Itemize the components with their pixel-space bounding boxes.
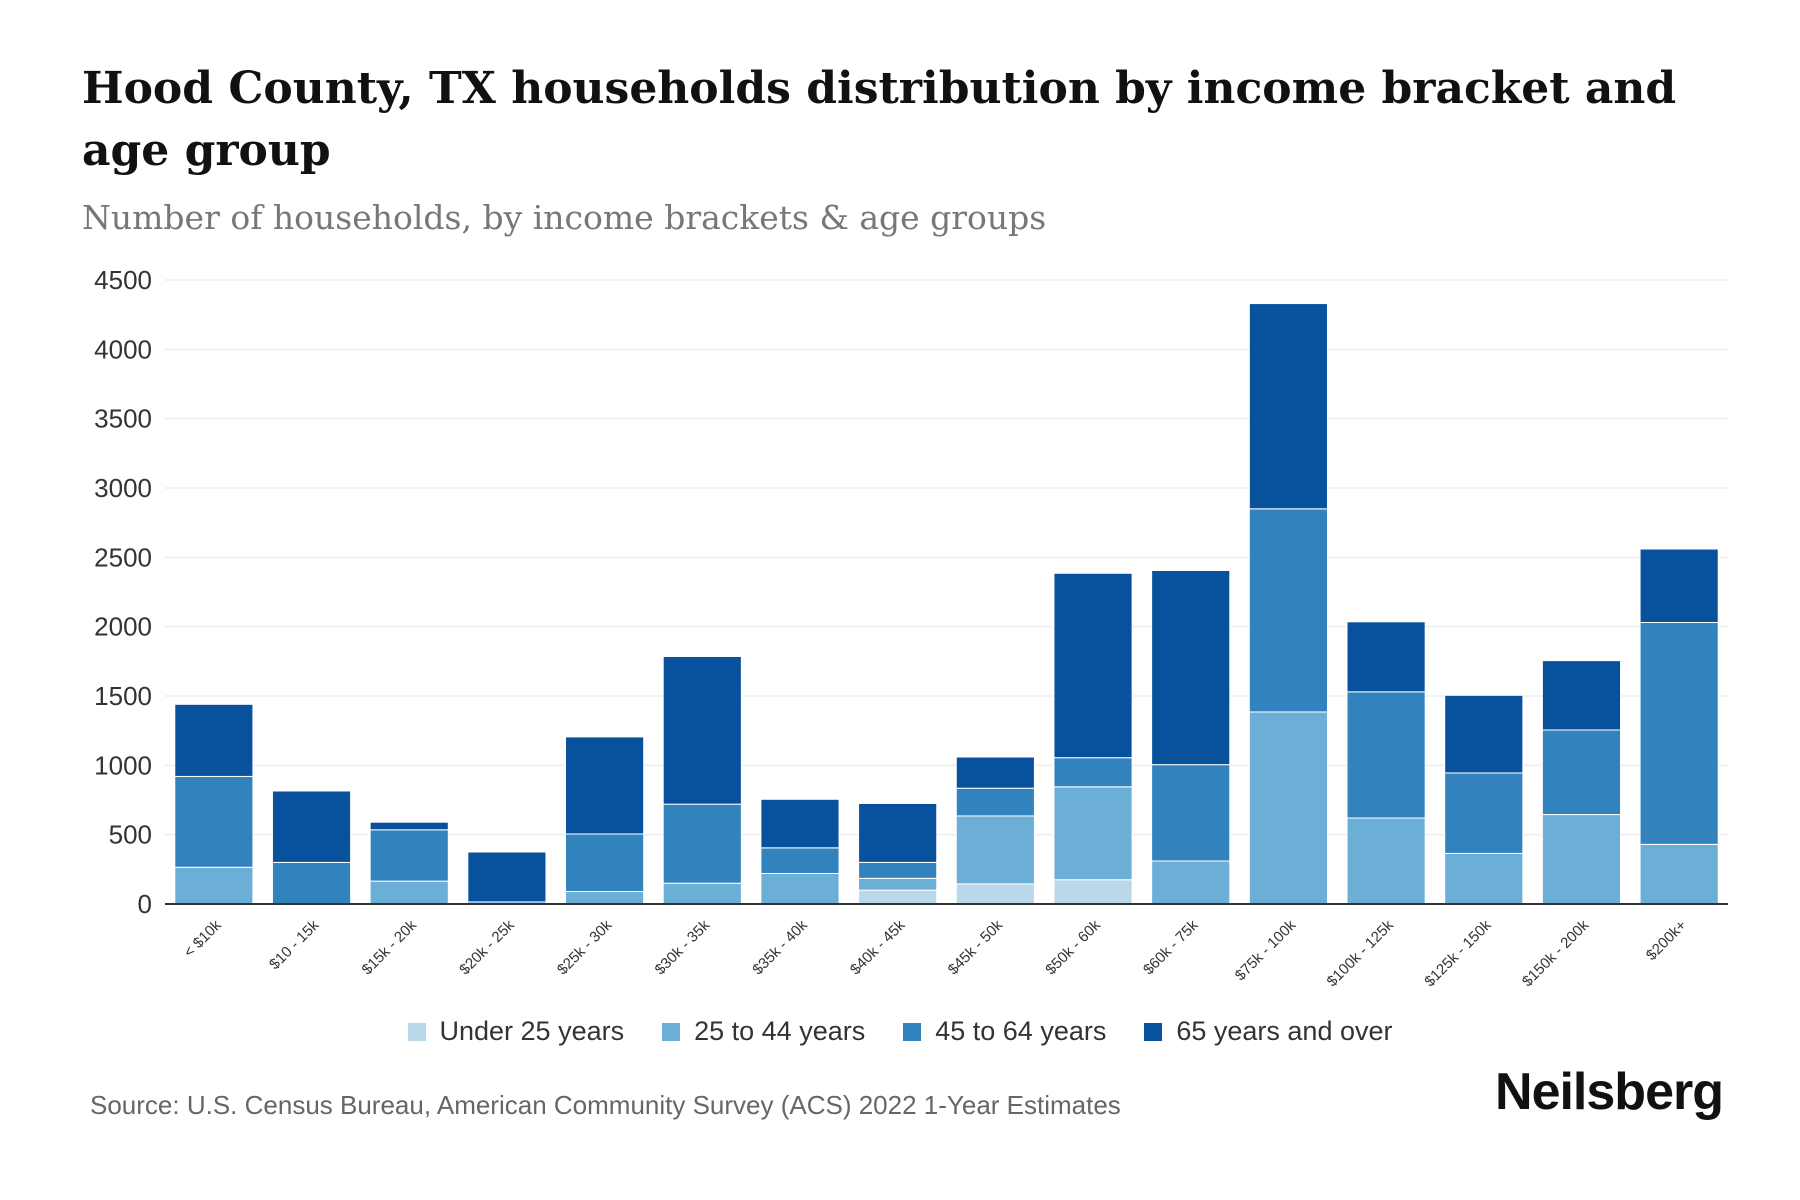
- x-tick-label: $75k - 100k: [1232, 916, 1300, 984]
- bar-segment: [662, 655, 742, 805]
- bar-segment: [1248, 303, 1328, 510]
- x-tick-label: $150k - 200k: [1519, 916, 1593, 990]
- y-tick-label: 3500: [94, 404, 152, 434]
- x-tick-label: $15k - 20k: [358, 916, 420, 978]
- bar-segment: [1248, 508, 1328, 713]
- y-tick-label: 2000: [94, 612, 152, 642]
- legend-swatch-icon: [1144, 1022, 1163, 1041]
- y-tick-label: 3000: [94, 473, 152, 503]
- legend-label: 65 years and over: [1176, 1016, 1393, 1046]
- bar-segment: [565, 833, 645, 893]
- legend-item-25-44: 25 to 44 years: [662, 1016, 865, 1047]
- bar-segment: [858, 889, 938, 905]
- chart-title: Hood County, TX households distribution …: [82, 63, 1677, 176]
- bar-segment: [662, 803, 742, 884]
- x-tick-label: $30k - 35k: [652, 916, 714, 978]
- bar-segment: [1444, 852, 1524, 905]
- y-tick-label: 500: [109, 820, 152, 850]
- bar-segment: [1053, 572, 1133, 759]
- bar-segment: [1151, 764, 1231, 862]
- bar-segment: [760, 872, 840, 905]
- legend-item-under-25: Under 25 years: [407, 1016, 625, 1047]
- x-tick-label: $25k - 30k: [554, 916, 616, 978]
- bar-segment: [369, 829, 449, 882]
- y-tick-label: 4000: [94, 334, 152, 364]
- legend-swatch-icon: [903, 1022, 922, 1041]
- bar-segment: [467, 851, 547, 903]
- legend-label: 45 to 64 years: [935, 1016, 1107, 1046]
- bar-segment: [369, 821, 449, 831]
- x-tick-label: $60k - 75k: [1140, 916, 1202, 978]
- bar-segment: [1151, 860, 1231, 905]
- bar-segment: [1346, 621, 1426, 693]
- x-tick-label: $10 - 15k: [266, 916, 323, 973]
- bar-segment: [662, 882, 742, 905]
- bar-segment: [1053, 786, 1133, 881]
- bar-segment: [760, 798, 840, 849]
- bar-segment: [858, 861, 938, 879]
- y-tick-label: 1500: [94, 681, 152, 711]
- bar-segment: [271, 790, 352, 863]
- x-tick-label: $35k - 40k: [749, 916, 811, 978]
- x-tick-label: $125k - 150k: [1421, 916, 1495, 990]
- bar-segment: [1444, 772, 1524, 854]
- stacked-bar-chart: 0 500 1000 1500 2000 2500 3000 3500 4000 4500 < $…: [94, 265, 1728, 990]
- y-tick-label: 1000: [94, 750, 152, 780]
- bar-segment: [1248, 711, 1328, 905]
- bar-segment: [271, 861, 352, 905]
- bar-segment: [1639, 622, 1719, 845]
- x-tick-label: $20k - 25k: [456, 916, 518, 978]
- bars: [174, 303, 1719, 905]
- bar-segment: [1053, 757, 1133, 788]
- y-tick-label: 0: [138, 889, 152, 919]
- bar-segment: [858, 802, 938, 863]
- bar-segment: [955, 756, 1035, 789]
- legend-swatch-icon: [407, 1022, 426, 1041]
- source-note: Source: U.S. Census Bureau, American Com…: [90, 1090, 1121, 1120]
- bar-segment: [565, 891, 645, 905]
- legend-item-65-plus: 65 years and over: [1144, 1016, 1393, 1047]
- bar-segment: [955, 787, 1035, 817]
- bar-segment: [174, 866, 254, 905]
- bar-segment: [174, 703, 254, 777]
- bar-segment: [955, 883, 1035, 905]
- bar-segment: [1541, 729, 1622, 816]
- legend: Under 25 years 25 to 44 years 45 to 64 y…: [0, 1016, 1800, 1047]
- bar-segment: [1639, 548, 1719, 624]
- bar-segment: [1151, 570, 1231, 766]
- x-axis-ticks: < $10k $10 - 15k $15k - 20k $20k - 25k $25k …: [181, 916, 1691, 990]
- x-tick-label: $100k - 125k: [1324, 916, 1398, 990]
- brand-logo: Neilsberg: [1495, 1063, 1724, 1121]
- legend-item-45-64: 45 to 64 years: [903, 1016, 1106, 1047]
- bar-segment: [369, 880, 449, 905]
- chart-subtitle: Number of households, by income brackets…: [82, 198, 1047, 237]
- x-tick-label: $45k - 50k: [945, 916, 1007, 978]
- bar-segment: [174, 775, 254, 868]
- x-tick-label: < $10k: [181, 916, 226, 961]
- x-tick-label: $40k - 45k: [847, 916, 909, 978]
- bar-segment: [565, 736, 645, 835]
- bar-segment: [1541, 814, 1622, 905]
- bar-segment: [1541, 660, 1622, 731]
- bar-segment: [1053, 879, 1133, 905]
- x-tick-label: $50k - 60k: [1042, 916, 1104, 978]
- legend-label: 25 to 44 years: [694, 1016, 866, 1046]
- y-tick-label: 2500: [94, 542, 152, 572]
- y-tick-label: 4500: [94, 265, 152, 295]
- bar-segment: [1639, 843, 1719, 905]
- bar-segment: [955, 815, 1035, 885]
- bar-segment: [1346, 817, 1426, 905]
- bar-segment: [1346, 691, 1426, 819]
- bar-segment: [858, 877, 938, 891]
- y-axis-ticks: 0 500 1000 1500 2000 2500 3000 3500 4000 4500: [94, 265, 152, 919]
- bar-segment: [760, 847, 840, 874]
- x-tick-label: $200k+: [1643, 917, 1690, 964]
- legend-label: Under 25 years: [439, 1016, 625, 1046]
- bar-segment: [1444, 694, 1524, 774]
- legend-swatch-icon: [662, 1022, 681, 1041]
